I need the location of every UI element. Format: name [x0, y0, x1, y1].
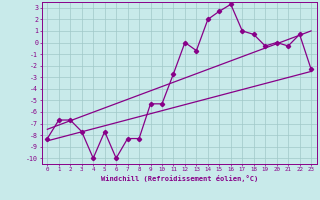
X-axis label: Windchill (Refroidissement éolien,°C): Windchill (Refroidissement éolien,°C) [100, 175, 258, 182]
